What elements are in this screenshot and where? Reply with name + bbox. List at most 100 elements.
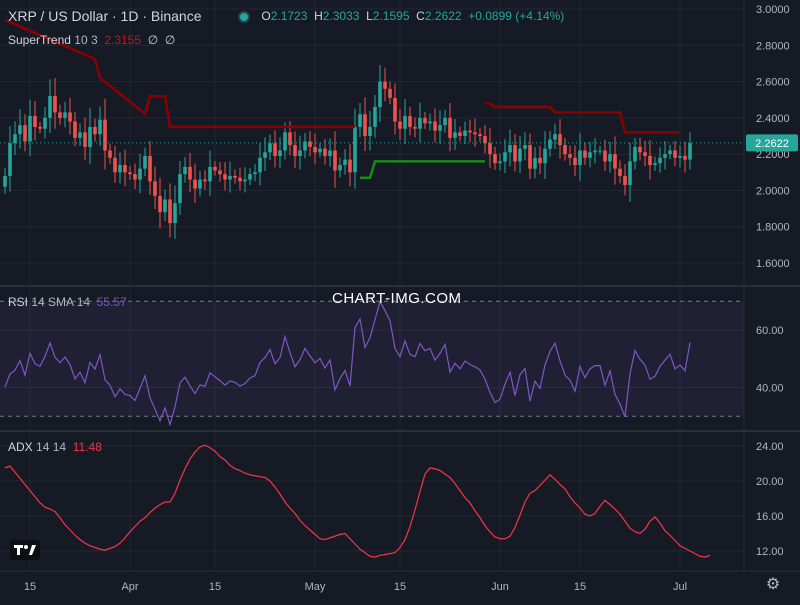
candle-body xyxy=(38,126,42,129)
candle-body xyxy=(628,161,632,185)
symbol-header[interactable]: XRP / US Dollar · 1D · Binance xyxy=(8,8,201,24)
candle-body xyxy=(488,143,492,155)
candle-body xyxy=(318,148,322,153)
candle-body xyxy=(593,150,597,153)
candle-body xyxy=(53,96,57,113)
change-value: +0.0899 (+4.14%) xyxy=(468,9,565,23)
rsi-tick-label: 40.00 xyxy=(756,383,784,395)
adx-tick-label: 12.00 xyxy=(756,546,784,558)
close-value: 2.2622 xyxy=(424,9,462,23)
candle-body xyxy=(218,170,222,175)
candle-body xyxy=(518,148,522,162)
adx-line xyxy=(4,444,711,558)
supertrend-extra-2: ∅ xyxy=(164,33,176,47)
tradingview-logo-glyph xyxy=(14,545,36,555)
candle-body xyxy=(598,150,602,152)
market-status-icon[interactable] xyxy=(240,12,248,21)
candle-body xyxy=(428,121,432,124)
candle-body xyxy=(223,174,227,180)
supertrend-value: 2.3155 xyxy=(104,33,142,47)
candle-body xyxy=(643,152,647,156)
time-tick-label: 15 xyxy=(394,581,406,593)
candle-body xyxy=(603,150,607,162)
candle-body xyxy=(568,154,572,158)
candle-body xyxy=(128,172,132,175)
high-label: H xyxy=(314,9,323,23)
candle-body xyxy=(123,165,127,173)
candle-body xyxy=(238,177,242,182)
adx-legend[interactable]: ADX 14 14 11.48 xyxy=(8,440,102,454)
adx-name: ADX xyxy=(8,440,33,454)
candle-body xyxy=(118,165,122,173)
candle-body xyxy=(138,168,142,180)
candle-body xyxy=(313,146,317,153)
supertrend-legend[interactable]: SuperTrend 10 3 2.3155 ∅ ∅ xyxy=(8,33,175,47)
rsi-legend[interactable]: RSI 14 SMA 14 55.57 xyxy=(8,295,127,309)
candle-body xyxy=(463,130,467,136)
candle-body xyxy=(28,116,32,142)
candle-body xyxy=(258,157,262,173)
candle-body xyxy=(468,130,472,133)
candle-body xyxy=(573,157,577,166)
adx-params: 14 14 xyxy=(36,440,67,454)
candle-body xyxy=(228,175,232,180)
last-price-tag: 2.2622 xyxy=(746,134,798,152)
candle-body xyxy=(663,154,667,158)
candle-body xyxy=(578,150,582,166)
candle-body xyxy=(133,174,137,180)
low-value: 2.1595 xyxy=(372,9,410,23)
symbol-title[interactable]: XRP / US Dollar · 1D · Binance xyxy=(8,8,202,24)
gear-icon[interactable]: ⚙ xyxy=(765,576,781,593)
price-tick-label: 2.6000 xyxy=(756,77,790,89)
candle-body xyxy=(273,143,277,156)
supertrend-extra-1: ∅ xyxy=(147,33,159,47)
candle-body xyxy=(328,150,332,156)
candle-body xyxy=(398,121,402,129)
candle-body xyxy=(563,145,567,155)
candle-body xyxy=(333,150,337,171)
candle-body xyxy=(323,148,327,156)
candle-body xyxy=(648,155,652,166)
candle-body xyxy=(633,146,637,162)
time-axis-ticks: 15 Apr 15 May 15 Jun 15 Jul xyxy=(24,581,687,593)
price-axis-ticks: 3.0000 2.8000 2.6000 2.4000 2.2000 2.0000 1.80… xyxy=(756,4,790,558)
candle-body xyxy=(618,168,622,176)
ohlc-legend: O2.1723 H2.3033 L2.1595 C2.2622 +0.0899 … xyxy=(240,9,564,23)
price-tick-label: 1.6000 xyxy=(756,258,790,270)
candle-body xyxy=(73,121,77,138)
candle-body xyxy=(173,203,177,224)
rsi-params: 14 SMA 14 xyxy=(31,295,91,309)
candle-body xyxy=(288,132,292,146)
candle-body xyxy=(283,132,287,151)
candle-body xyxy=(33,116,37,127)
candle-body xyxy=(308,141,312,147)
candle-body xyxy=(433,121,437,131)
time-tick-label: May xyxy=(305,581,326,593)
candle-body xyxy=(338,165,342,171)
candle-body xyxy=(203,179,207,182)
adx-tick-label: 24.00 xyxy=(756,441,784,453)
candle-body xyxy=(588,152,592,158)
candle-body xyxy=(523,145,527,149)
candle-body xyxy=(678,155,682,158)
rsi-band-background xyxy=(0,301,744,417)
candle-body xyxy=(583,150,587,158)
candle-body xyxy=(493,154,497,164)
candle-body xyxy=(413,126,417,129)
high-value: 2.3033 xyxy=(322,9,360,23)
candle-body xyxy=(538,157,542,164)
supertrend-segment xyxy=(4,18,355,129)
candle-body xyxy=(148,155,152,182)
candle-body xyxy=(303,141,307,151)
candle-body xyxy=(443,117,447,126)
candle-body xyxy=(18,125,22,135)
price-tick-label: 2.4000 xyxy=(756,113,790,125)
candle-body xyxy=(83,132,87,147)
rsi-value: 55.57 xyxy=(96,295,127,309)
candle-body xyxy=(348,159,352,173)
time-tick-label: 15 xyxy=(574,581,586,593)
candle-body xyxy=(688,143,692,160)
candle-body xyxy=(638,146,642,153)
tradingview-logo-icon[interactable] xyxy=(10,540,40,560)
